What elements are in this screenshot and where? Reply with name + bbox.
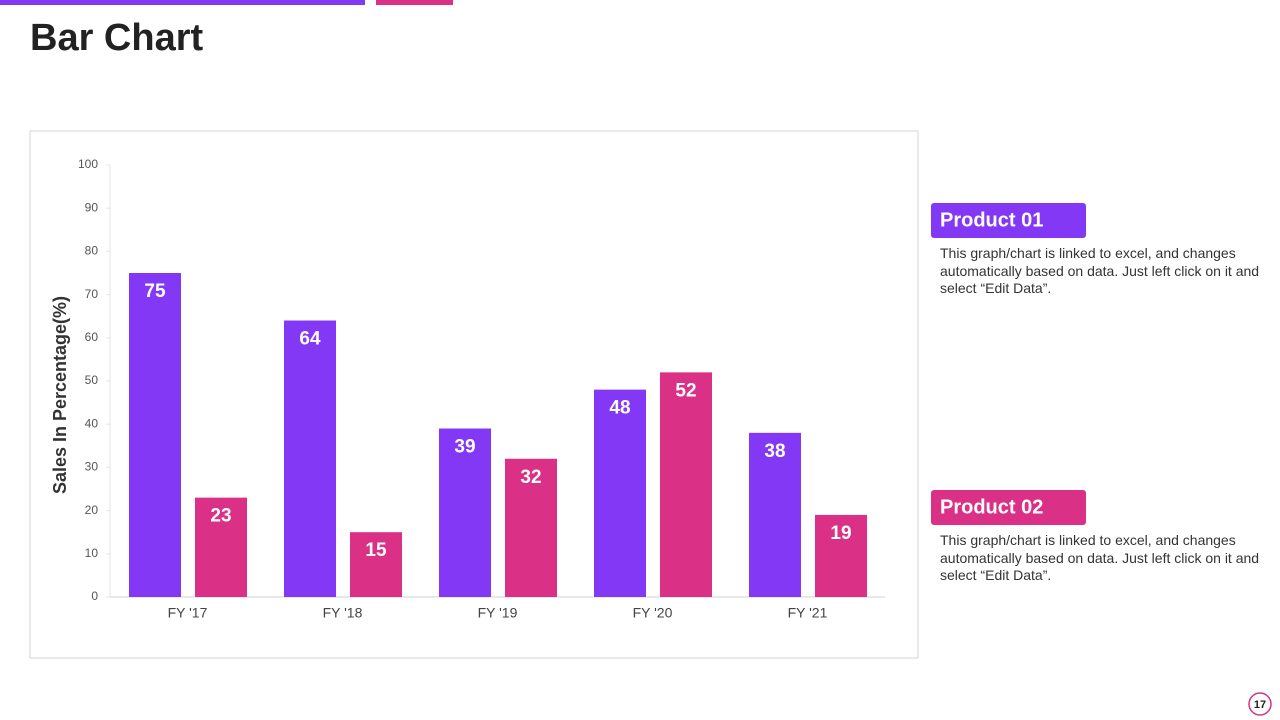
value-label: 39 [454, 437, 475, 458]
value-label: 15 [365, 540, 387, 561]
y-tick-label: 0 [91, 589, 98, 603]
bar [815, 514, 867, 597]
bar [594, 389, 646, 597]
value-label: 19 [830, 523, 851, 544]
bar [284, 320, 336, 597]
y-tick-label: 80 [85, 244, 99, 258]
chart-frame [29, 130, 919, 659]
value-label: 23 [210, 506, 231, 527]
x-tick-label: FY '21 [788, 605, 828, 621]
legend-description: This graph/chart is linked to excel, and… [940, 532, 1260, 583]
bar [505, 458, 557, 597]
bar [195, 497, 247, 597]
y-tick-label: 20 [85, 503, 99, 517]
y-tick-label: 40 [85, 416, 99, 430]
x-tick-label: FY '20 [633, 605, 673, 621]
y-tick-label: 30 [85, 460, 99, 474]
value-label: 32 [520, 467, 541, 488]
slide-title: Bar Chart [30, 17, 203, 59]
y-tick-label: 60 [85, 330, 99, 344]
bar [439, 428, 491, 597]
y-axis-label: Sales In Percentage(%) [50, 296, 70, 494]
legend-label: Product 01 [940, 209, 1043, 231]
accent-bar [0, 0, 365, 5]
page-badge [1248, 692, 1272, 716]
bar [129, 273, 181, 597]
legend-swatch [931, 490, 1086, 525]
accent-bar [376, 0, 453, 5]
value-label: 52 [675, 380, 696, 401]
x-tick-label: FY '19 [478, 605, 518, 621]
y-tick-label: 70 [85, 287, 99, 301]
legend-label: Product 02 [940, 496, 1043, 518]
bar [749, 432, 801, 597]
page-number: 17 [1254, 699, 1266, 711]
value-label: 38 [764, 441, 785, 462]
y-tick-label: 10 [85, 546, 99, 560]
y-tick-label: 50 [85, 373, 99, 387]
value-label: 64 [299, 329, 321, 350]
legend-description: This graph/chart is linked to excel, and… [940, 245, 1260, 296]
x-tick-label: FY '18 [323, 605, 363, 621]
legend-swatch [931, 203, 1086, 238]
bar [350, 532, 402, 597]
x-tick-label: FY '17 [168, 605, 208, 621]
value-label: 48 [609, 398, 630, 419]
y-tick-label: 90 [85, 200, 99, 214]
value-label: 75 [144, 281, 166, 302]
bar [660, 372, 712, 597]
y-tick-label: 100 [78, 157, 98, 171]
